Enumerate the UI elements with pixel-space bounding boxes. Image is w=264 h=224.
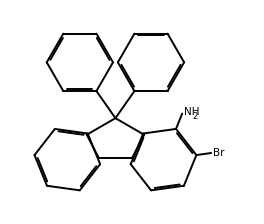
Text: NH: NH (184, 107, 199, 117)
Text: Br: Br (213, 148, 224, 158)
Text: 2: 2 (193, 112, 198, 121)
